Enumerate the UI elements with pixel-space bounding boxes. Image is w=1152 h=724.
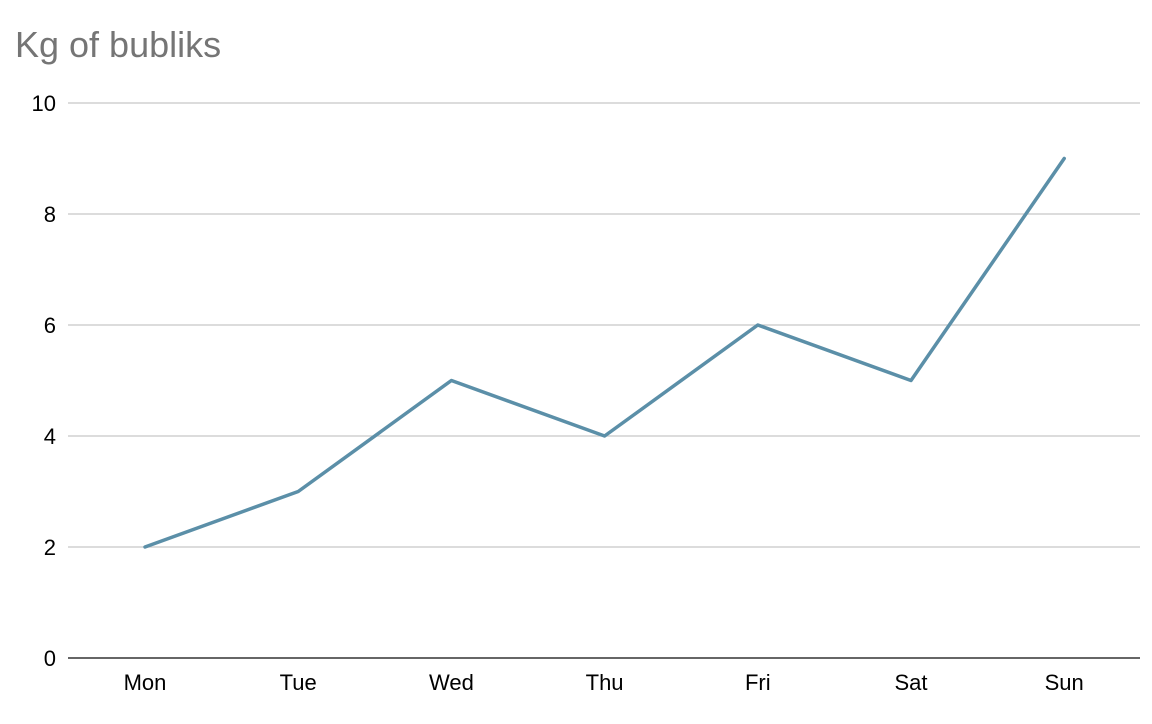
x-tick-label: Sat — [894, 670, 927, 695]
x-tick-label: Fri — [745, 670, 771, 695]
y-tick-label: 6 — [44, 313, 56, 338]
x-tick-label: Tue — [280, 670, 317, 695]
y-axis-ticks: 0 2 4 6 8 10 — [32, 91, 56, 671]
x-tick-label: Sun — [1045, 670, 1084, 695]
gridlines — [68, 102, 1140, 659]
y-tick-label: 8 — [44, 202, 56, 227]
y-tick-label: 2 — [44, 535, 56, 560]
x-tick-label: Wed — [429, 670, 474, 695]
y-tick-label: 10 — [32, 91, 56, 116]
x-axis-ticks: Mon Tue Wed Thu Fri Sat Sun — [124, 670, 1084, 695]
y-tick-label: 0 — [44, 646, 56, 671]
series-line — [143, 156, 1066, 549]
chart-title: Kg of bubliks — [15, 24, 222, 65]
x-tick-label: Thu — [586, 670, 624, 695]
x-tick-label: Mon — [124, 670, 167, 695]
series-layer — [143, 156, 1066, 549]
y-tick-label: 4 — [44, 424, 56, 449]
